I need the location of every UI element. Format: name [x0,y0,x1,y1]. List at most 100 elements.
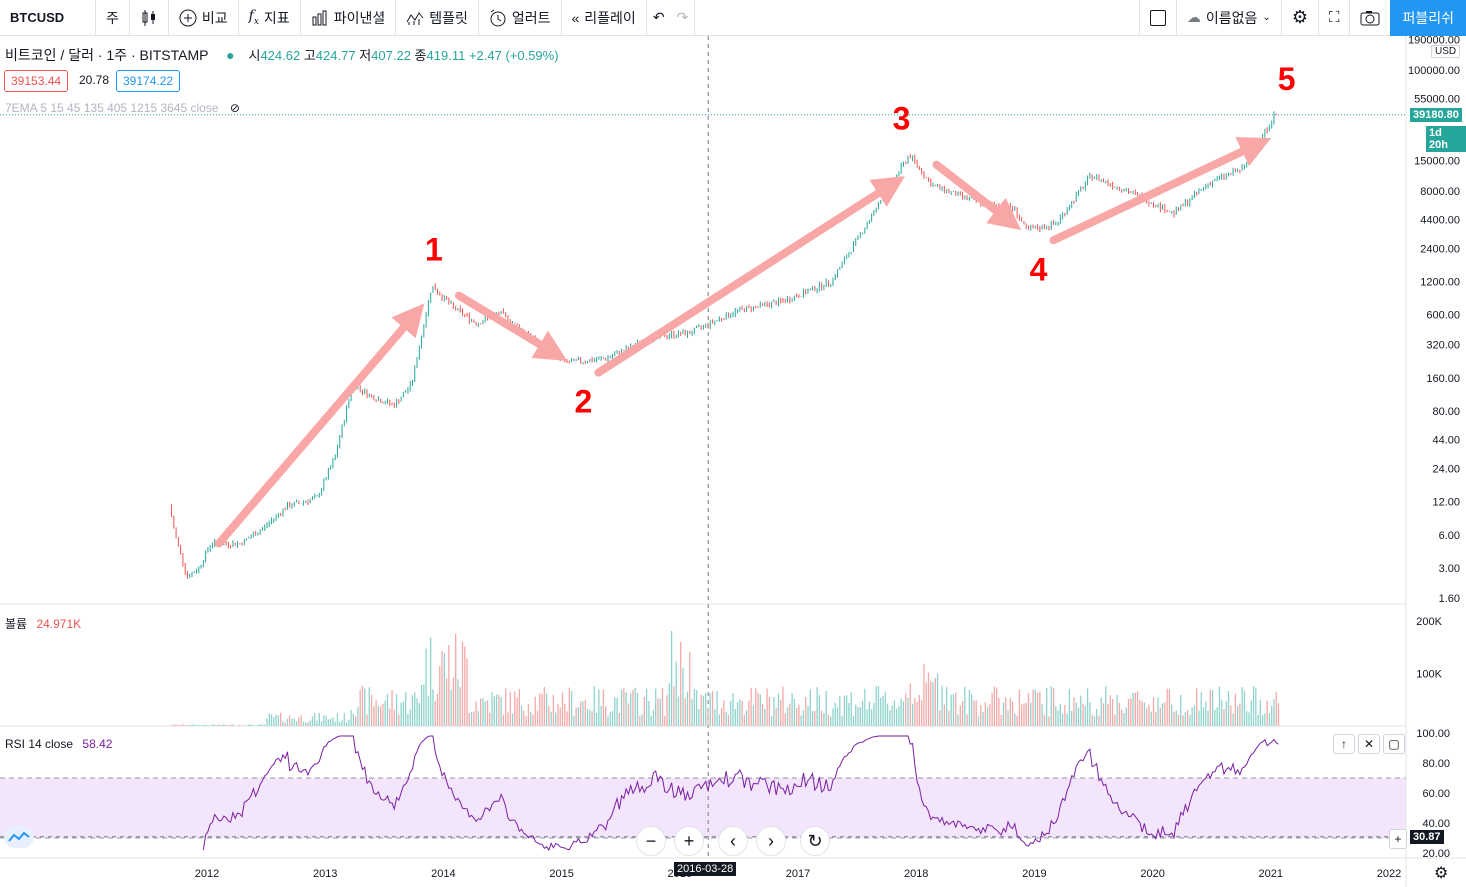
reset-chart-button[interactable]: ↻ [800,826,830,856]
y-tick-label: 24.00 [1432,464,1460,476]
fullscreen-layout-button[interactable] [1138,0,1177,36]
spread-value: 20.78 [79,73,110,87]
snapshot-button[interactable] [1350,0,1390,36]
compare-button[interactable]: 비교 [169,0,239,36]
pane-close-button[interactable]: ✕ [1358,734,1380,754]
sell-price-box[interactable]: 39153.44 [4,70,69,92]
scroll-right-button[interactable]: › [756,826,786,856]
y-tick-label: 160.00 [1426,373,1460,385]
templates-button[interactable]: 템플릿 [396,0,479,36]
ema-label: 7EMA 5 15 45 135 405 1215 3645 close [5,101,219,115]
crosshair-plus-button[interactable]: + [1389,829,1407,849]
symbol-search-button[interactable]: BTCUSD [0,0,96,36]
rsi-tick-label: 80.00 [1422,758,1450,770]
replay-label: 리플레이 [584,9,636,26]
cursor-rsi-tag: 30.87 [1410,830,1444,844]
financials-button[interactable]: 파이낸셜 [301,0,397,36]
series-title[interactable]: 비트코인 / 달러 · 1주 · BITSTAMP [5,47,209,63]
series-legend: 비트코인 / 달러 · 1주 · BITSTAMP ● 시424.62 고424… [5,45,559,65]
bar-chart-icon [312,10,327,25]
wave-label: 5 [1278,61,1296,97]
y-tick-label: 6.00 [1439,530,1460,542]
wave-label: 1 [425,232,443,268]
templates-icon [406,11,424,25]
y-tick-label: 55000.00 [1414,94,1460,106]
scroll-left-button[interactable]: ‹ [718,826,748,856]
x-tick-label: 2013 [313,868,337,880]
x-tick-label: 2015 [549,868,573,880]
y-tick-label: 320.00 [1426,340,1460,352]
fullscreen-button[interactable]: ⛶ [1319,0,1351,36]
zoom-out-button[interactable]: − [636,826,666,856]
redo-icon: ↷ [676,9,689,25]
wave-label: 2 [575,384,593,420]
y-tick-label: 1200.00 [1420,276,1460,288]
cloud-icon: ☁ [1186,9,1201,25]
x-tick-label: 2021 [1259,868,1283,880]
rsi-legend: RSI 14 close 58.42 [5,737,113,751]
alarm-clock-icon [490,9,506,26]
cursor-date-tag: 2016-03-28 [674,862,737,876]
y-tick-label: 80.00 [1432,406,1460,418]
y-tick-label: 2400.00 [1420,243,1460,255]
expand-icon: ⛶ [1328,9,1340,26]
compare-label: 비교 [201,9,228,26]
change-value: +2.47 (+0.59%) [468,48,559,63]
replay-button[interactable]: « 리플레이 [562,0,647,36]
y-tick-label: 4400.00 [1420,214,1460,226]
x-tick-label: 2022 [1377,868,1401,880]
axis-settings-button[interactable]: ⚙ [1434,865,1449,882]
volume-tick-label: 100K [1416,669,1442,681]
trend-arrow [214,303,425,548]
eye-off-icon[interactable]: ⊘ [229,101,240,115]
pane-maximize-button[interactable]: ▢ [1383,734,1405,754]
toolbar-right: ☁ 이름없음 ⌄ ⚙ ⛶ 퍼블리쉬 [1138,0,1466,36]
wave-label: 4 [1030,251,1048,287]
top-toolbar: BTCUSD 주 비교 fx 지표 파이낸셜 템플릿 얼러트 « 리플레이 ↶ … [0,0,1466,36]
ema-legend[interactable]: 7EMA 5 15 45 135 405 1215 3645 close ⊘ [5,101,240,115]
undo-button[interactable]: ↶ [647,0,671,36]
templates-label: 템플릿 [429,9,468,26]
financials-label: 파이낸셜 [333,9,386,26]
trend-arrow [932,160,1022,231]
y-tick-label: 15000.00 [1414,156,1460,168]
interval-button[interactable]: 주 [96,0,130,36]
indicators-label: 지표 [263,9,290,26]
tv-logo-icon [8,831,30,842]
pane-move-up-button[interactable]: ↑ [1333,734,1355,754]
wave-label: 3 [893,101,911,137]
y-tick-label: 44.00 [1432,435,1460,447]
rewind-icon: « [571,9,580,26]
rsi-tick-label: 100.00 [1416,728,1450,740]
y-tick-label: 3.00 [1439,563,1460,575]
zoom-in-button[interactable]: + [674,826,704,856]
market-status-dot: ● [226,47,235,63]
trend-arrow [594,176,905,377]
current-price-tag: 39180.80 [1410,108,1462,122]
y-tick-label: 12.00 [1432,497,1460,509]
layout-name-label: 이름없음 [1205,9,1258,26]
ohlc-values: 시424.62 고424.77 저407.22 종419.11 +2.47 (+… [248,48,559,63]
undo-icon: ↶ [652,9,665,25]
alert-button[interactable]: 얼러트 [479,0,562,36]
buy-price-box[interactable]: 39174.22 [116,70,181,92]
settings-button[interactable]: ⚙ [1282,0,1319,36]
trend-arrow [454,291,568,361]
indicators-button[interactable]: fx 지표 [239,0,301,36]
x-tick-label: 2019 [1022,868,1046,880]
x-tick-label: 2020 [1140,868,1164,880]
redo-button[interactable]: ↷ [671,0,696,36]
layout-name-button[interactable]: ☁ 이름없음 ⌄ [1177,0,1282,36]
alert-label: 얼러트 [511,9,551,26]
usd-unit[interactable]: USD [1431,45,1461,58]
rsi-tick-label: 40.00 [1422,818,1450,830]
zoom-controls: − + ‹ › ↻ [636,826,830,856]
x-tick-label: 2018 [904,868,928,880]
gear-icon: ⚙ [1291,7,1308,27]
chart-type-button[interactable] [130,0,169,36]
y-tick-label: 600.00 [1426,310,1460,322]
rsi-tick-label: 60.00 [1422,788,1450,800]
publish-button[interactable]: 퍼블리쉬 [1390,0,1466,36]
tradingview-logo[interactable] [4,826,34,848]
